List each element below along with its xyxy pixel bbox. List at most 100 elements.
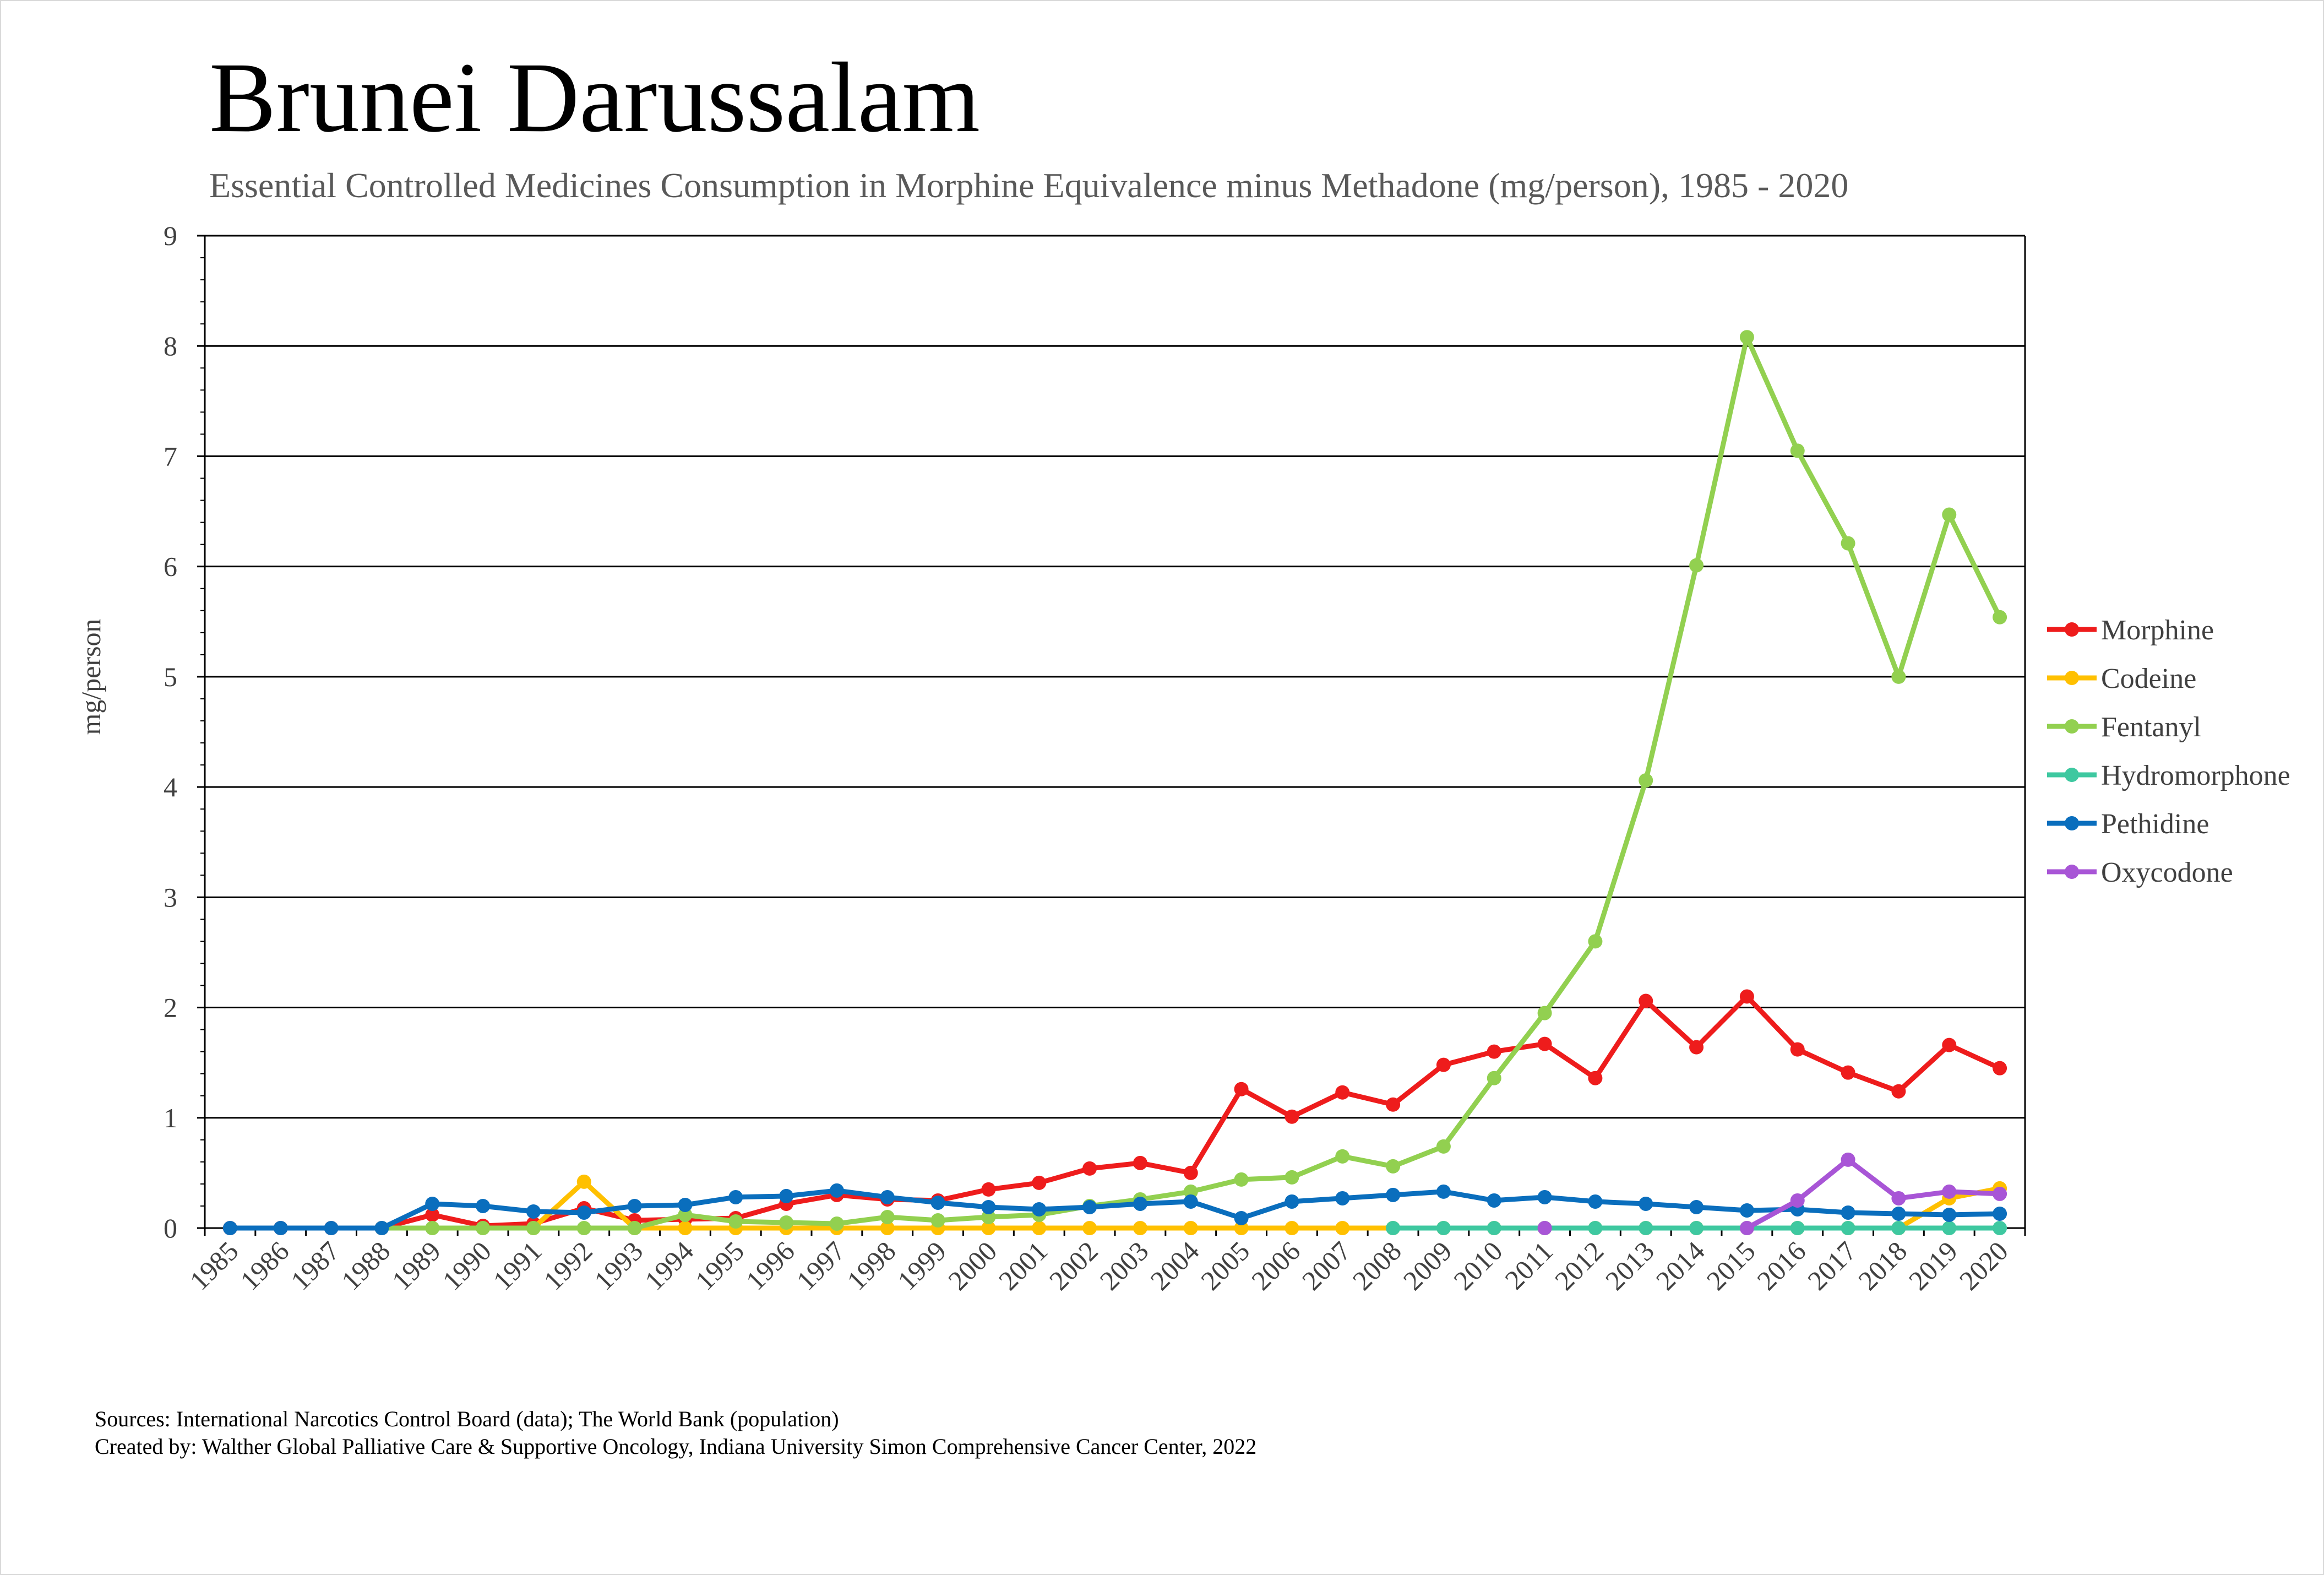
legend-label: Pethidine (2101, 808, 2209, 840)
data-point (678, 1221, 693, 1235)
data-point (728, 1214, 743, 1229)
data-point (1841, 1065, 1855, 1080)
data-point (576, 1221, 591, 1235)
series-line (227, 1188, 2002, 1231)
data-point (526, 1221, 541, 1235)
y-tick-label: 1 (164, 1102, 177, 1133)
data-point (1133, 1196, 1147, 1211)
data-point (1537, 1190, 1552, 1204)
data-point (1436, 1057, 1451, 1072)
y-tick-label: 0 (164, 1213, 177, 1243)
x-tick-label: 2019 (1903, 1235, 1963, 1296)
legend-label: Codeine (2101, 663, 2196, 694)
data-point (1639, 1196, 1653, 1211)
legend-swatch-marker (2065, 768, 2079, 782)
data-point (930, 1195, 945, 1210)
data-point (222, 1221, 237, 1235)
x-tick-label: 1994 (639, 1235, 699, 1296)
data-point (1993, 610, 2007, 624)
data-point (1841, 1205, 1855, 1220)
data-point (576, 1205, 591, 1220)
data-point (779, 1188, 794, 1203)
data-point (1891, 1221, 1906, 1235)
footer-created-by: Created by: Walther Global Palliative Ca… (95, 1434, 1256, 1459)
data-point (880, 1209, 895, 1224)
data-point (1335, 1221, 1350, 1235)
data-point (728, 1190, 743, 1204)
x-tick-label: 2000 (942, 1235, 1003, 1296)
data-point (1234, 1210, 1249, 1225)
data-point (476, 1198, 491, 1213)
data-point (1183, 1165, 1198, 1180)
data-point (1588, 1071, 1603, 1085)
x-tick-label: 2001 (993, 1235, 1053, 1296)
data-point (1183, 1184, 1198, 1199)
legend-swatch-marker (2065, 816, 2079, 830)
data-point (1537, 1036, 1552, 1051)
data-point (1234, 1172, 1249, 1187)
data-point (1942, 1184, 1957, 1199)
legend-label: Hydromorphone (2101, 760, 2290, 791)
legend-item: Oxycodone (2047, 857, 2233, 888)
data-point (981, 1209, 996, 1224)
x-tick-label: 2003 (1093, 1235, 1154, 1296)
data-point (880, 1221, 895, 1235)
data-point (1487, 1071, 1501, 1085)
x-tick-label: 1997 (790, 1235, 851, 1296)
data-point (1133, 1221, 1147, 1235)
data-point (1335, 1149, 1350, 1164)
data-point (1739, 1203, 1754, 1218)
legend-swatch-marker (2065, 622, 2079, 637)
data-point (1841, 1152, 1855, 1167)
x-tick-label: 2002 (1043, 1235, 1104, 1296)
chart-subtitle: Essential Controlled Medicines Consumpti… (209, 166, 1848, 205)
data-point (1891, 1084, 1906, 1099)
legend-swatch-marker (2065, 671, 2079, 685)
data-point (1436, 1184, 1451, 1199)
data-point (476, 1221, 491, 1235)
x-tick-label: 2016 (1751, 1235, 1811, 1296)
data-point (1436, 1139, 1451, 1154)
data-point (981, 1182, 996, 1197)
data-point (1234, 1221, 1249, 1235)
data-point (1993, 1206, 2007, 1221)
data-point (1487, 1221, 1501, 1235)
data-point (1487, 1193, 1501, 1208)
legend-label: Morphine (2101, 615, 2214, 646)
x-tick-label: 2013 (1599, 1235, 1660, 1296)
x-tick-label: 1989 (386, 1235, 447, 1296)
data-point (829, 1183, 844, 1198)
data-point (1942, 507, 1957, 522)
data-point (1790, 1221, 1805, 1235)
data-point (1436, 1221, 1451, 1235)
x-tick-label: 2004 (1144, 1235, 1205, 1296)
y-tick-label: 5 (164, 661, 177, 692)
gridlines (205, 235, 2025, 1119)
series-morphine (222, 989, 2007, 1235)
legend-item: Hydromorphone (2047, 760, 2290, 791)
data-point (1285, 1109, 1299, 1124)
x-tick-label: 2005 (1195, 1235, 1255, 1296)
data-point (1639, 1221, 1653, 1235)
legend-swatch-marker (2065, 865, 2079, 879)
data-point (576, 1174, 591, 1189)
legend-item: Morphine (2047, 615, 2214, 646)
data-point (981, 1199, 996, 1214)
legend-item: Pethidine (2047, 808, 2209, 840)
x-tick-label: 2012 (1549, 1235, 1609, 1296)
data-point (1841, 1221, 1855, 1235)
data-point (1639, 773, 1653, 788)
data-point (1942, 1207, 1957, 1222)
x-tick-label: 1990 (437, 1235, 497, 1296)
x-tick-label: 2007 (1296, 1235, 1357, 1296)
data-point (1993, 1061, 2007, 1076)
axes: 0123456789198519861987198819891990199119… (164, 220, 2026, 1296)
data-point (1386, 1159, 1401, 1174)
data-point (1285, 1221, 1299, 1235)
data-point (1588, 1221, 1603, 1235)
data-point (1639, 993, 1653, 1008)
x-tick-label: 2009 (1397, 1235, 1457, 1296)
data-point (1588, 1194, 1603, 1209)
x-tick-label: 1987 (285, 1235, 345, 1296)
